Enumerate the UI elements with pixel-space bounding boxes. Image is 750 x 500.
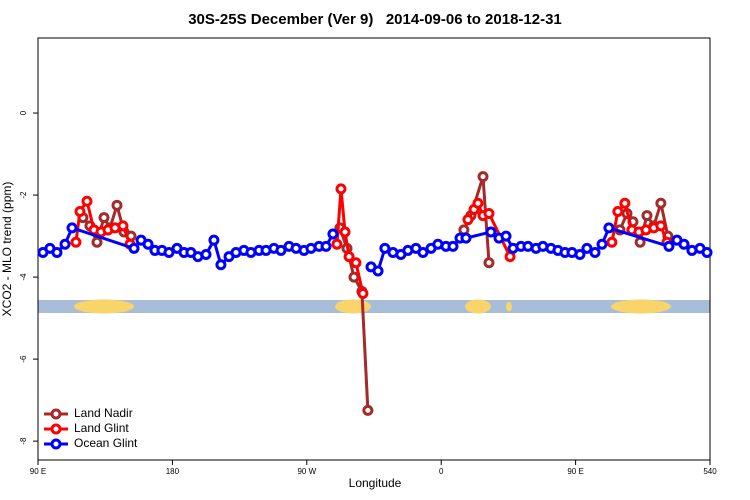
- point: [128, 242, 140, 254]
- point: [59, 238, 71, 250]
- point: [362, 404, 374, 416]
- x-tick-label: 90 E: [30, 467, 46, 476]
- point: [335, 183, 347, 195]
- point: [379, 242, 391, 254]
- y-tick-label: -6: [19, 355, 28, 363]
- point: [472, 197, 484, 209]
- point: [596, 238, 608, 250]
- point: [70, 236, 82, 248]
- y-tick-label: -8: [19, 437, 28, 445]
- point: [581, 242, 593, 254]
- x-axis-label: Longitude: [349, 476, 402, 490]
- point: [655, 220, 667, 232]
- point: [678, 238, 690, 250]
- series-line: [81, 176, 670, 411]
- legend-marker: [50, 423, 62, 435]
- point: [66, 222, 78, 234]
- band-patch: [465, 299, 491, 314]
- point: [462, 214, 474, 226]
- point: [477, 171, 489, 183]
- point: [163, 246, 175, 258]
- point: [215, 259, 227, 271]
- legend-marker: [50, 408, 62, 420]
- point: [663, 240, 675, 252]
- point: [574, 249, 586, 261]
- point: [589, 246, 601, 258]
- legend-label: Land Nadir: [74, 406, 133, 420]
- point: [460, 232, 472, 244]
- point: [641, 210, 653, 222]
- point: [111, 199, 123, 211]
- legend-label: Ocean Glint: [74, 436, 138, 450]
- mask-band: [38, 299, 710, 314]
- point: [51, 246, 63, 258]
- point: [200, 249, 212, 261]
- point: [606, 236, 618, 248]
- point: [98, 212, 110, 224]
- point: [142, 238, 154, 250]
- point: [417, 246, 429, 258]
- point: [331, 238, 343, 250]
- y-tick-label: -2: [19, 191, 28, 199]
- x-tick-label: 540: [703, 467, 717, 476]
- band: [38, 300, 710, 313]
- band-patch: [611, 299, 671, 314]
- y-tick-label: 0: [19, 110, 28, 115]
- point: [117, 220, 129, 232]
- point: [81, 195, 93, 207]
- point: [500, 230, 512, 242]
- point: [208, 234, 220, 246]
- point: [619, 197, 631, 209]
- point: [275, 244, 287, 256]
- point: [483, 208, 495, 220]
- point: [343, 251, 355, 263]
- chart-title: 30S-25S December (Ver 9) 2014-09-06 to 2…: [188, 11, 562, 28]
- band-patch: [506, 301, 512, 312]
- x-tick-label: 0: [439, 467, 444, 476]
- point: [612, 205, 624, 217]
- point: [485, 226, 497, 238]
- x-tick-label: 180: [166, 467, 180, 476]
- legend-label: Land Glint: [74, 421, 129, 435]
- point: [350, 257, 362, 269]
- point: [603, 222, 615, 234]
- point: [327, 228, 339, 240]
- point: [655, 197, 667, 209]
- y-tick-label: -4: [19, 273, 28, 281]
- x-tick-label: 90 E: [567, 467, 583, 476]
- point: [339, 226, 351, 238]
- point: [447, 240, 459, 252]
- band-patch: [74, 299, 134, 314]
- y-axis-label: XCO2 - MLO trend (ppm): [0, 182, 14, 317]
- band-patch: [335, 299, 371, 314]
- legend-marker: [50, 438, 62, 450]
- x-tick-label: 90 W: [297, 467, 316, 476]
- point: [483, 257, 495, 269]
- point: [701, 246, 713, 258]
- point: [357, 287, 369, 299]
- point: [91, 236, 103, 248]
- point: [320, 240, 332, 252]
- series-line: [74, 188, 669, 294]
- point: [372, 265, 384, 277]
- point: [348, 271, 360, 283]
- point: [74, 205, 86, 217]
